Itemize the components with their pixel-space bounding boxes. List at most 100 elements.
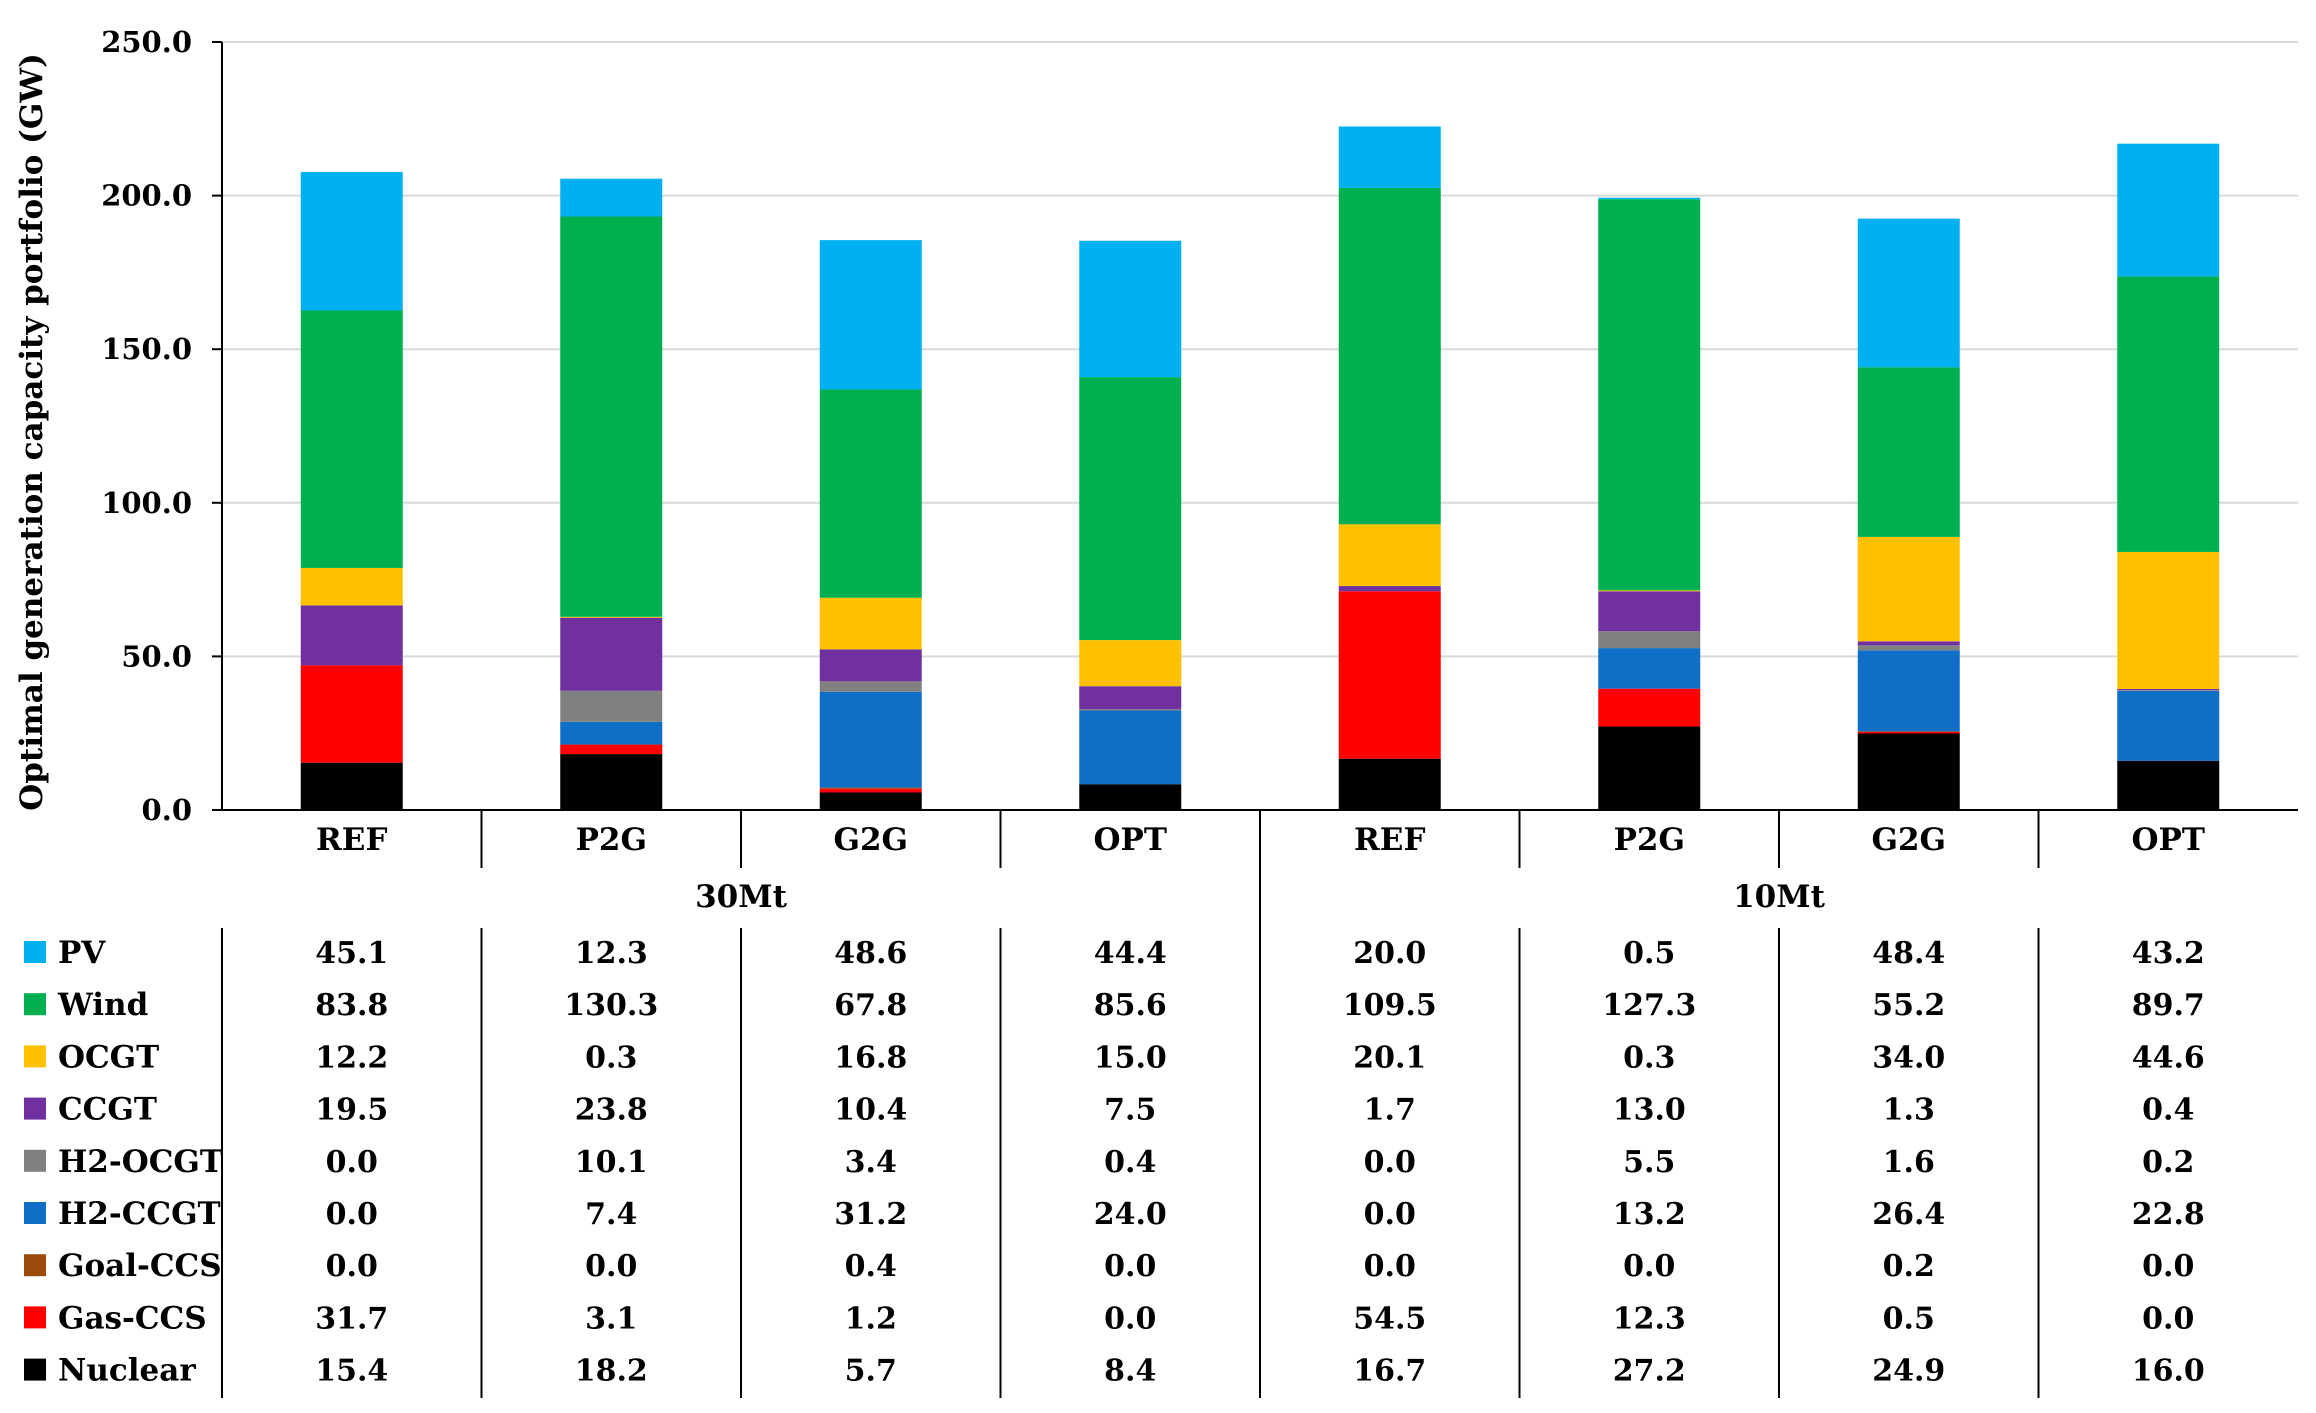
data-label: 0.2 <box>1883 1249 1935 1284</box>
data-label: 10.1 <box>575 1145 648 1180</box>
bar-segment-wind-1 <box>560 216 663 617</box>
legend-key-ccgt <box>24 1097 46 1120</box>
data-label: 83.8 <box>315 988 388 1023</box>
bar-segment-h2-ccgt-3 <box>1079 710 1182 785</box>
category-label: P2G <box>576 822 647 858</box>
data-label: 44.4 <box>1094 936 1167 971</box>
data-label: 0.0 <box>2142 1249 2194 1284</box>
bar-segment-h2-ccgt-6 <box>1857 650 1960 732</box>
group-label: 10Mt <box>1733 879 1825 915</box>
data-label: 16.8 <box>834 1040 907 1075</box>
data-label: 43.2 <box>2132 936 2205 971</box>
y-tick-label: 0.0 <box>142 793 192 827</box>
bar-segment-wind-7 <box>2117 276 2220 552</box>
bar-segment-ocgt-0 <box>300 567 403 606</box>
data-label: 55.2 <box>1872 988 1945 1023</box>
bar-segment-wind-4 <box>1338 187 1441 525</box>
bar-segment-nuclear-4 <box>1338 758 1441 810</box>
bar-segment-nuclear-3 <box>1079 784 1182 810</box>
bar-segment-ocgt-2 <box>819 597 922 650</box>
data-label: 0.5 <box>1883 1301 1935 1336</box>
data-label: 24.0 <box>1094 1197 1167 1232</box>
data-label: 0.0 <box>326 1197 378 1232</box>
bar-segment-h2-ocgt-2 <box>819 681 922 692</box>
data-label: 27.2 <box>1613 1354 1686 1389</box>
data-label: 8.4 <box>1104 1354 1156 1389</box>
data-label: 15.0 <box>1094 1040 1167 1075</box>
data-label: 16.0 <box>2132 1354 2205 1389</box>
data-label: 0.4 <box>1104 1145 1156 1180</box>
y-tick-label: 250.0 <box>101 25 192 59</box>
bar-segment-ccgt-4 <box>1338 586 1441 592</box>
bar-segment-ccgt-7 <box>2117 688 2220 691</box>
y-tick-label: 100.0 <box>101 486 192 520</box>
bar-segment-h2-ocgt-6 <box>1857 645 1960 651</box>
data-label: 0.3 <box>1623 1040 1675 1075</box>
bar-segment-wind-0 <box>300 310 403 568</box>
bar-segment-gas-ccs-6 <box>1857 731 1960 734</box>
data-label: 0.3 <box>585 1040 637 1075</box>
bar-segment-ocgt-7 <box>2117 551 2220 689</box>
bar-segment-gas-ccs-1 <box>560 744 663 755</box>
data-label: 67.8 <box>834 988 907 1023</box>
bar-segment-h2-ccgt-1 <box>560 721 663 745</box>
bar-segment-h2-ccgt-5 <box>1598 648 1701 689</box>
data-label: 5.5 <box>1623 1145 1675 1180</box>
bar-segment-gas-ccs-0 <box>300 665 403 763</box>
data-label: 1.2 <box>845 1301 897 1336</box>
data-label: 89.7 <box>2132 988 2205 1023</box>
data-label: 15.4 <box>315 1354 388 1389</box>
bar-segment-h2-ocgt-3 <box>1079 709 1182 711</box>
bar-segment-pv-6 <box>1857 218 1960 368</box>
bar-segment-nuclear-1 <box>560 754 663 810</box>
legend-key-gas-ccs <box>24 1306 46 1329</box>
bar-segment-nuclear-5 <box>1598 726 1701 810</box>
data-label: 0.4 <box>845 1249 897 1284</box>
data-label: 31.7 <box>315 1301 388 1336</box>
legend-label: Wind <box>57 987 148 1023</box>
data-label: 0.0 <box>1364 1145 1416 1180</box>
data-label: 23.8 <box>575 1093 648 1128</box>
bar-stacks <box>300 126 2220 810</box>
data-label: 3.1 <box>585 1301 637 1336</box>
legend-label: H2-CCGT <box>58 1196 221 1232</box>
bar-segment-ccgt-3 <box>1079 686 1182 710</box>
bar-segment-ocgt-6 <box>1857 536 1960 642</box>
data-label: 127.3 <box>1602 988 1696 1023</box>
bar-segment-ocgt-5 <box>1598 590 1701 592</box>
legend-label: Goal-CCS <box>58 1248 222 1284</box>
data-label: 0.0 <box>585 1249 637 1284</box>
bar-segment-pv-4 <box>1338 126 1441 188</box>
category-label: OPT <box>2132 822 2205 858</box>
x-axis: REF P2G G2G OPT REF P2G G2G OPT 30Mt 10Mt <box>222 809 2298 1398</box>
data-label: 54.5 <box>1353 1301 1426 1336</box>
category-label: REF <box>1354 822 1425 858</box>
bar-segment-goal-ccs-6 <box>1857 731 1960 732</box>
data-label: 130.3 <box>564 988 658 1023</box>
bar-segment-ccgt-5 <box>1598 591 1701 632</box>
y-axis-label: Optimal generation capacity portfolio (G… <box>14 53 50 811</box>
legend-label: H2-OCGT <box>58 1144 223 1180</box>
data-label: 85.6 <box>1094 988 1167 1023</box>
bar-segment-pv-3 <box>1079 240 1182 378</box>
data-label: 109.5 <box>1343 988 1437 1023</box>
bar-segment-pv-1 <box>560 178 663 217</box>
data-label: 18.2 <box>575 1354 648 1389</box>
data-label: 1.3 <box>1883 1093 1935 1128</box>
y-tick-label: 200.0 <box>101 179 192 213</box>
bar-segment-pv-5 <box>1598 197 1701 200</box>
data-label: 12.2 <box>315 1040 388 1075</box>
bar-segment-goal-ccs-2 <box>819 787 922 789</box>
legend-label: PV <box>58 935 106 971</box>
data-label: 16.7 <box>1353 1354 1426 1389</box>
data-label: 0.0 <box>1104 1249 1156 1284</box>
bar-segment-wind-5 <box>1598 199 1701 591</box>
category-label: OPT <box>1094 822 1167 858</box>
bar-segment-wind-2 <box>819 389 922 598</box>
data-label: 48.6 <box>834 936 907 971</box>
bar-segment-ccgt-2 <box>819 649 922 682</box>
bar-segment-h2-ccgt-7 <box>2117 690 2220 761</box>
data-label: 45.1 <box>315 936 388 971</box>
data-label: 34.0 <box>1872 1040 1945 1075</box>
data-label: 1.7 <box>1364 1093 1416 1128</box>
